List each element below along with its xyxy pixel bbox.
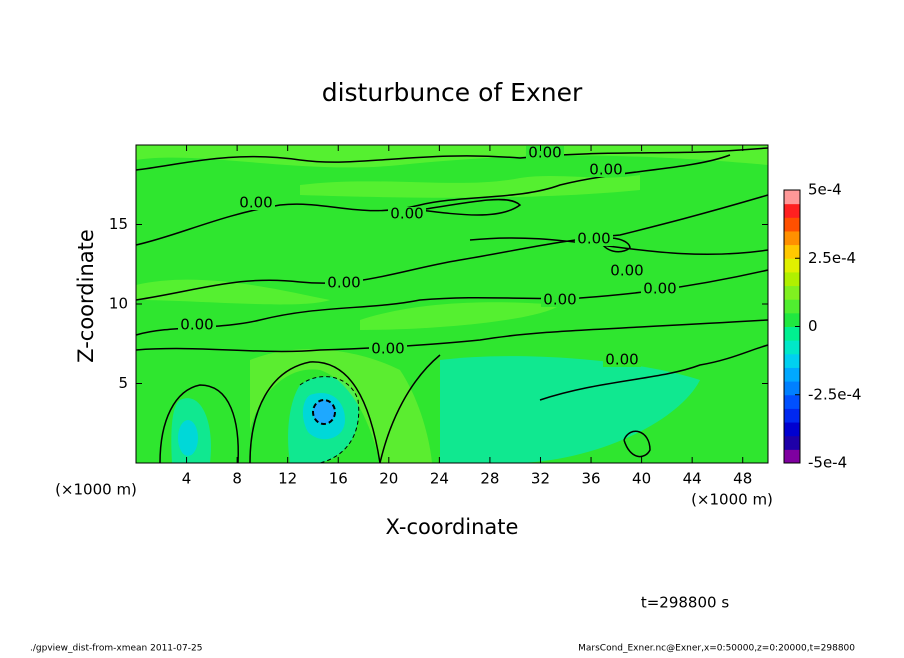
x-tick-label: 24 [430,470,449,488]
colorbar-swatch [784,381,800,396]
contour-label: 0.00 [239,194,272,212]
field [135,145,769,464]
x-unit-right: (×1000 m) [691,491,773,509]
colorbar-swatch [784,312,800,327]
colorbar-swatch [784,217,800,232]
contour-label-bg [388,207,426,221]
x-axis-label: X-coordinate [386,515,519,539]
x-tick-label: 20 [379,470,398,488]
contour-label: 0.00 [610,262,643,280]
contour-label: 0.00 [577,230,610,248]
time-label: t=298800 s [641,594,729,612]
x-unit-left: (×1000 m) [55,481,137,499]
colorbar-swatch [784,449,800,464]
contour-label-bg [526,146,564,160]
contour-label-bg [641,282,679,296]
colorbar-tick-label: -2.5e-4 [808,385,861,403]
contour-label: 0.00 [643,280,676,298]
y-axis-label: Z-coordinate [74,229,98,363]
colorbar-swatch [784,190,800,205]
contour-label-bg [575,232,613,246]
colorbar-swatch [784,258,800,273]
colorbar-swatch [784,408,800,423]
x-tick-label: 40 [632,470,651,488]
contour-label-bg [587,163,625,177]
colorbar-swatch [784,367,800,382]
colorbar-swatch [784,435,800,450]
contour-label-bg [608,264,646,278]
y-tick-label: 5 [118,374,128,392]
colorbar-swatch [784,230,800,246]
colorbar-swatch [784,203,800,218]
colorbar-swatch [784,285,800,300]
x-tick-label: 16 [329,470,348,488]
colorbar-swatch [784,353,800,368]
colorbar-tick-label: -5e-4 [808,454,847,472]
colorbar-swatch [784,394,800,409]
colorbar-swatch [784,340,800,355]
colorbar-swatch [784,244,800,259]
contour-label-bg [178,318,216,332]
x-tick-label: 12 [278,470,297,488]
contour-label-bg [237,196,275,210]
colorbar-tick-label: 2.5e-4 [808,249,856,267]
footer-right: MarsCond_Exner.nc@Exner,x=0:50000,z=0:20… [578,644,855,654]
contour-label: 0.00 [605,351,638,369]
contour-label: 0.00 [180,316,213,334]
contour-label-bg [369,342,407,356]
contour-label: 0.00 [528,144,561,162]
colorbar-tick-label: 0 [808,317,818,335]
contour-label-bg [325,276,363,290]
x-tick-label: 36 [581,470,600,488]
x-tick-label: 28 [480,470,499,488]
colorbar-swatch [784,271,800,287]
contour-label: 0.00 [543,291,576,309]
contour-label: 0.00 [390,205,423,223]
x-tick-label: 8 [232,470,242,488]
contour-label: 0.00 [327,274,360,292]
footer-left: ./gpview_dist-from-xmean 2011-07-25 [30,644,202,654]
chart-title: disturbunce of Exner [322,78,583,107]
colorbar-swatch [784,326,800,341]
x-tick-label: 4 [182,470,192,488]
y-tick-label: 15 [109,215,128,233]
colorbar-tick-label: 5e-4 [808,181,842,199]
contour-label-bg [603,353,641,367]
contour-label: 0.00 [371,340,404,358]
x-tick-label: 48 [733,470,752,488]
colorbar-swatch [784,422,800,437]
colorbar-swatch [784,299,800,314]
y-tick-label: 10 [109,295,128,313]
x-tick-label: 32 [531,470,550,488]
x-tick-label: 44 [683,470,702,488]
contour-label: 0.00 [589,161,622,179]
contour-label-bg [541,293,579,307]
